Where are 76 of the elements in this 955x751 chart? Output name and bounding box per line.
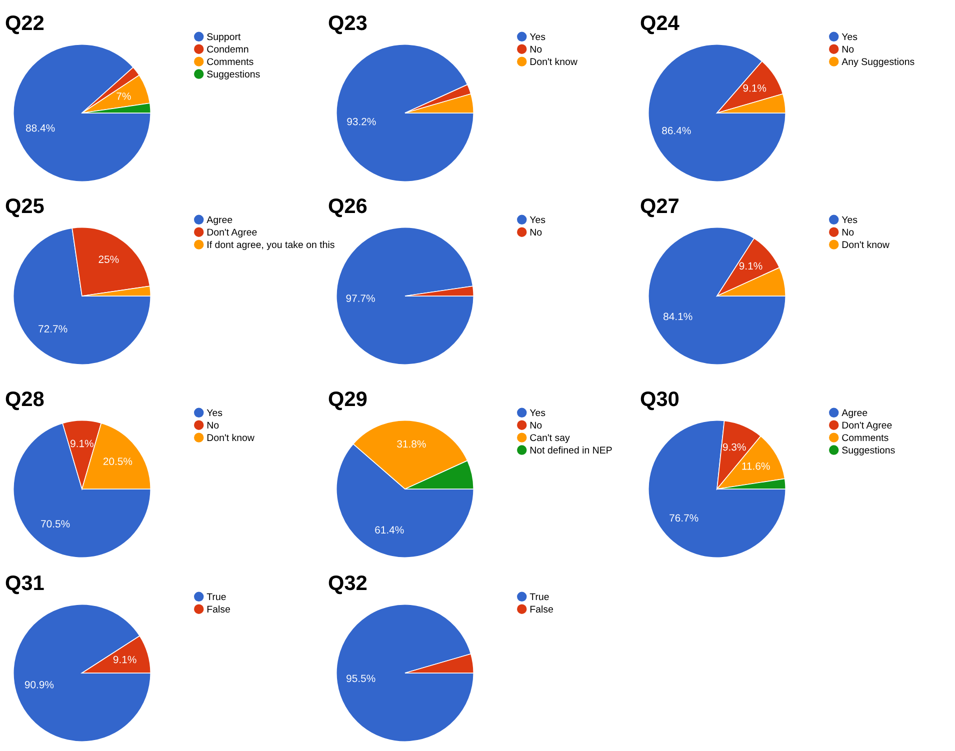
data-label: 9.1% [113, 656, 136, 664]
chart-title: Q22 [6, 15, 44, 34]
legend-label: Comments [207, 58, 254, 66]
legend-label: If dont agree, you take on this [208, 240, 334, 250]
pie-slice [336, 604, 474, 742]
pie-slice [648, 44, 786, 182]
chart-title: Q27 [640, 198, 678, 218]
data-label: 97.7% [346, 294, 375, 302]
legend-label: Yes [530, 216, 546, 224]
legend-label: Not defined in NEP [530, 446, 612, 454]
legend-label: Yes [842, 216, 858, 224]
legend-label: Yes [530, 33, 546, 40]
data-label: 84.1% [664, 312, 692, 320]
pie-slice [336, 226, 474, 366]
data-label: 9.1% [743, 84, 766, 92]
legend-label: Don't know [207, 434, 254, 442]
legend-label: No [530, 228, 542, 236]
chart-title: Q25 [6, 198, 44, 218]
legend-label: Suggestions [207, 70, 260, 80]
data-label: 9.3% [722, 443, 746, 451]
chart-title: Q30 [640, 391, 679, 410]
data-label: 72.7% [38, 325, 68, 332]
legend-label: Don't know [842, 240, 890, 248]
data-label: 70.5% [41, 520, 70, 528]
pie-slice [336, 44, 474, 182]
legend-label: Comments [842, 434, 888, 442]
chart-title: Q26 [328, 198, 367, 218]
data-label: 31.8% [397, 440, 426, 448]
data-label: 93.2% [347, 118, 376, 126]
chart-title: Q24 [640, 15, 680, 34]
legend-label: False [207, 605, 230, 613]
data-label: 95.5% [346, 674, 376, 682]
data-label: 90.9% [24, 681, 54, 688]
legend-label: Don't Agree [207, 228, 257, 238]
legend-label: Support [207, 33, 241, 42]
legend-label: Yes [530, 409, 546, 416]
pie-slice [12, 604, 152, 742]
pie-slice [12, 44, 152, 182]
pie-slice [12, 422, 152, 558]
legend-label: No [530, 46, 542, 53]
legend-label: True [206, 593, 226, 600]
legend-label: Suggestions [842, 446, 895, 456]
data-label: 76.7% [670, 514, 698, 522]
legend-label: No [207, 422, 219, 429]
data-label: 7% [116, 92, 131, 100]
legend-label: No [530, 422, 542, 429]
legend-label: Agree [206, 216, 232, 226]
data-label: 88.4% [26, 124, 55, 132]
legend-label: Can't say [530, 434, 570, 443]
legend-label: No [842, 46, 854, 53]
data-label: 86.4% [662, 126, 691, 134]
legend-label: Don't know [530, 58, 578, 66]
legend-label: Any Suggestions [842, 58, 914, 67]
data-label: 61.4% [375, 526, 404, 534]
legend-label: Yes [842, 33, 858, 40]
data-label: 9.1% [70, 440, 94, 448]
chart-title: Q28 [6, 391, 44, 410]
pie-slice [648, 226, 786, 366]
chart-title: Q32 [328, 575, 367, 594]
data-label: 25% [98, 256, 119, 264]
legend-label: Agree [842, 409, 868, 418]
pie-slice [648, 420, 786, 558]
pie-slice [12, 228, 152, 366]
chart-title: Q31 [6, 575, 44, 594]
legend-label: Condemn [207, 45, 248, 53]
legend-label: True [530, 593, 549, 600]
data-label: 11.6% [742, 462, 770, 470]
data-label: 9.1% [739, 262, 762, 270]
legend-label: Don't Agree [842, 422, 892, 431]
chart-title: Q29 [328, 391, 367, 410]
pie-slice [716, 60, 784, 114]
legend-label: No [842, 228, 854, 236]
legend-label: Yes [206, 409, 222, 416]
chart-title: Q23 [328, 15, 367, 34]
data-label: 20.5% [103, 458, 132, 466]
legend-label: False [530, 605, 553, 613]
